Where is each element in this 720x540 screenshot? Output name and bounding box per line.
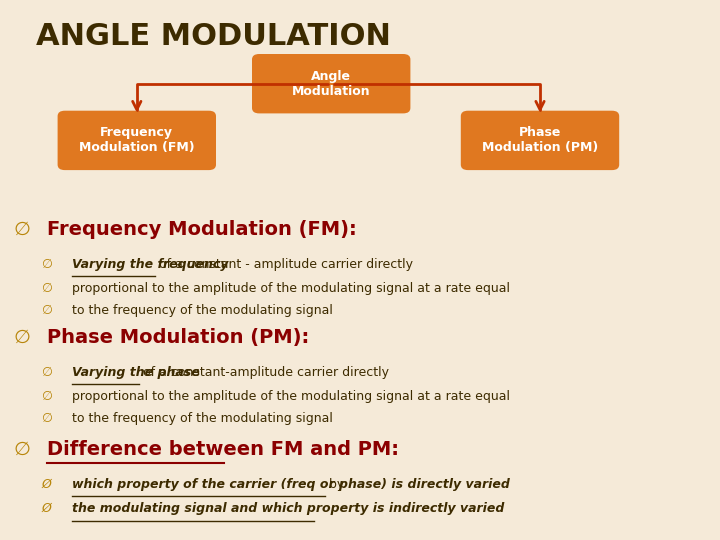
Text: by: by xyxy=(325,478,345,491)
Text: ∅: ∅ xyxy=(13,220,30,239)
Text: Phase Modulation (PM):: Phase Modulation (PM): xyxy=(47,328,309,347)
Text: proportional to the amplitude of the modulating signal at a rate equal: proportional to the amplitude of the mod… xyxy=(72,282,510,295)
Text: Ø: Ø xyxy=(42,478,52,491)
Text: ∅: ∅ xyxy=(41,390,53,403)
Text: ∅: ∅ xyxy=(41,282,53,295)
Text: proportional to the amplitude of the modulating signal at a rate equal: proportional to the amplitude of the mod… xyxy=(72,390,510,403)
FancyBboxPatch shape xyxy=(461,111,619,170)
Text: Ø: Ø xyxy=(42,502,52,515)
Text: Varying the phase: Varying the phase xyxy=(72,366,199,379)
Text: ∅: ∅ xyxy=(13,440,30,459)
Text: Varying the frequency: Varying the frequency xyxy=(72,258,228,271)
Text: Angle
Modulation: Angle Modulation xyxy=(292,70,371,98)
Text: Phase
Modulation (PM): Phase Modulation (PM) xyxy=(482,126,598,154)
Text: to the frequency of the modulating signal: to the frequency of the modulating signa… xyxy=(72,304,333,317)
FancyBboxPatch shape xyxy=(252,54,410,113)
Text: of a constant-amplitude carrier directly: of a constant-amplitude carrier directly xyxy=(140,366,390,379)
Text: ∅: ∅ xyxy=(41,412,53,425)
Text: ∅: ∅ xyxy=(41,366,53,379)
Text: ∅: ∅ xyxy=(13,328,30,347)
Text: the modulating signal and which property is indirectly varied: the modulating signal and which property… xyxy=(72,502,505,515)
Text: which property of the carrier (freq or phase) is directly varied: which property of the carrier (freq or p… xyxy=(72,478,510,491)
Text: Difference between FM and PM:: Difference between FM and PM: xyxy=(47,440,399,459)
Text: Frequency
Modulation (FM): Frequency Modulation (FM) xyxy=(79,126,194,154)
Text: of a constant - amplitude carrier directly: of a constant - amplitude carrier direct… xyxy=(156,258,413,271)
Text: ANGLE MODULATION: ANGLE MODULATION xyxy=(36,22,391,51)
Text: Frequency Modulation (FM):: Frequency Modulation (FM): xyxy=(47,220,356,239)
Text: to the frequency of the modulating signal: to the frequency of the modulating signa… xyxy=(72,412,333,425)
Text: ∅: ∅ xyxy=(41,304,53,317)
Text: ∅: ∅ xyxy=(41,258,53,271)
FancyBboxPatch shape xyxy=(58,111,216,170)
